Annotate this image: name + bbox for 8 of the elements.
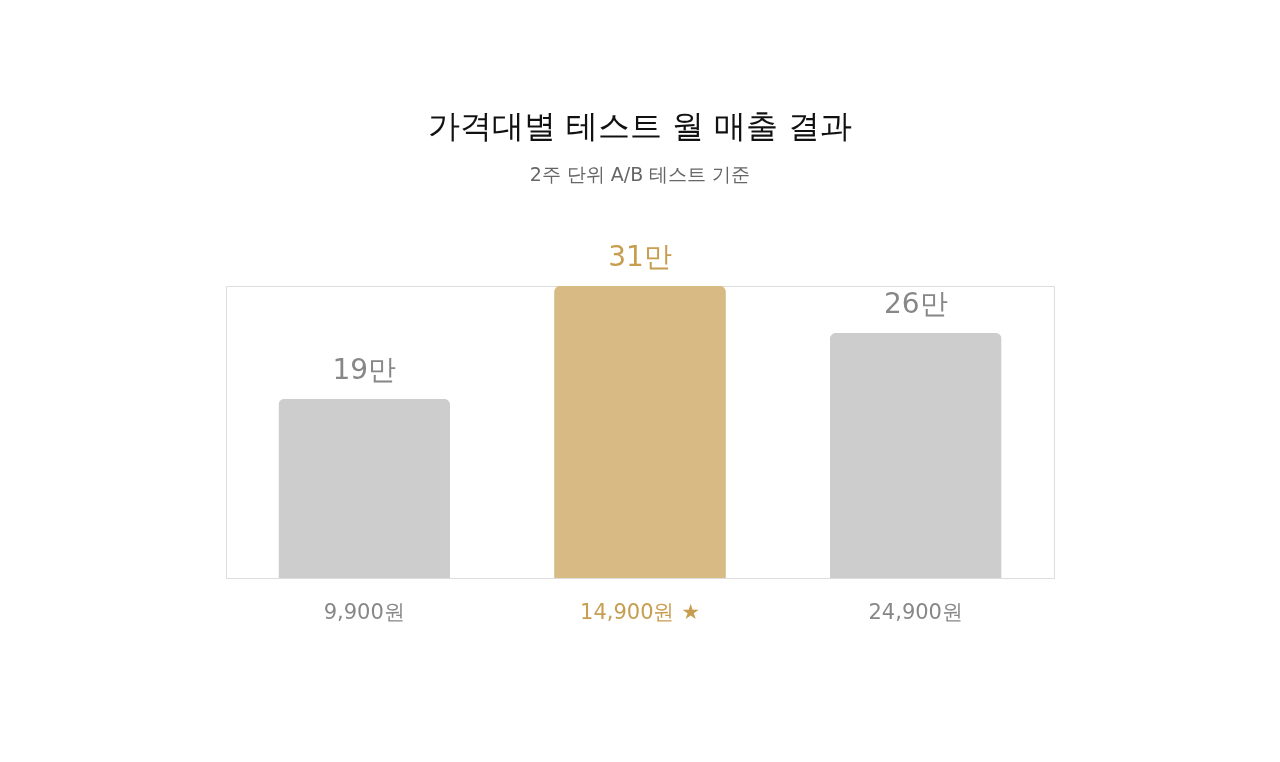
data-label: 31만	[608, 240, 672, 273]
x-tick-label: 24,900원	[868, 600, 963, 624]
chart-subtitle: 2주 단위 A/B 테스트 기준	[529, 163, 751, 185]
x-tick-label: 14,900원 ★	[580, 600, 700, 624]
data-label: 19만	[332, 353, 397, 387]
chart-title: 가격대별 테스트 월 매출 결과	[427, 107, 853, 145]
x-tick-label: 9,900원	[323, 600, 405, 624]
data-label: 26만	[883, 287, 948, 321]
